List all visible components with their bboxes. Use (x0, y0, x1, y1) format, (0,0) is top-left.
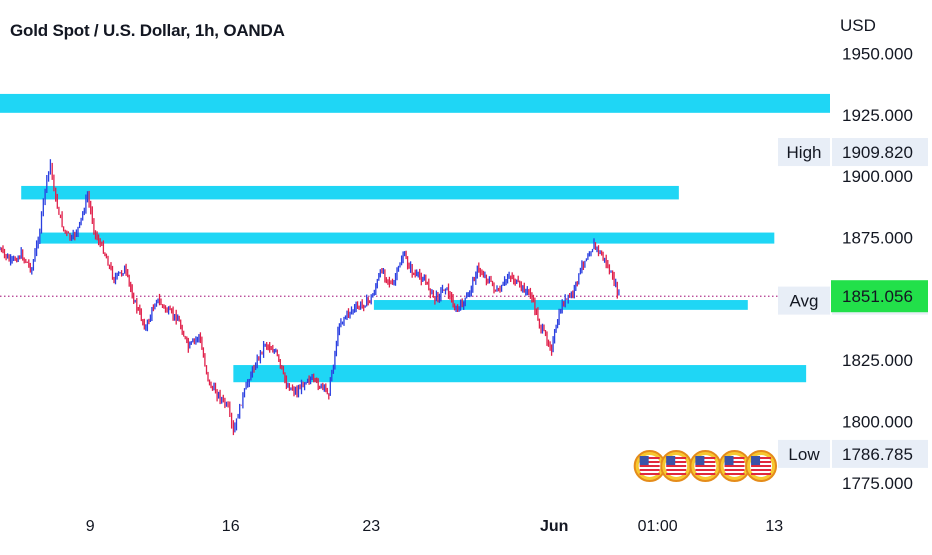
price-marker-label: Avg (790, 292, 819, 311)
price-marker-high[interactable]: High 1909.820 (778, 138, 928, 167)
x-tick-label: 23 (362, 518, 380, 535)
support-resistance-zone[interactable] (21, 185, 679, 200)
support-resistance-zone[interactable] (39, 232, 775, 244)
y-tick-label: 1825.000 (842, 351, 913, 370)
y-tick-label: 1775.000 (842, 474, 913, 493)
chart-title: Gold Spot / U.S. Dollar, 1h, OANDA (10, 21, 285, 40)
currency-label[interactable]: USD (840, 16, 876, 35)
x-tick-label: 01:00 (638, 518, 678, 535)
support-resistance-zone[interactable] (373, 300, 748, 310)
us-flag-icon[interactable] (633, 450, 666, 482)
price-marker-value: 1909.820 (842, 143, 913, 162)
price-marker-value: 1786.785 (842, 445, 913, 464)
y-tick-label: 1900.000 (842, 167, 913, 186)
us-flag-icon[interactable] (660, 450, 693, 482)
y-tick-label: 1875.000 (842, 228, 913, 247)
support-resistance-zone[interactable] (0, 93, 830, 113)
us-flag-icon[interactable] (689, 450, 722, 482)
x-tick-label: Jun (540, 518, 568, 535)
us-flag-icon[interactable] (745, 450, 778, 482)
price-marker-low[interactable]: Low 1786.785 (778, 439, 928, 468)
support-resistance-zone[interactable] (233, 365, 807, 383)
y-tick-label: 1925.000 (842, 106, 913, 125)
current-price-value: 1851.056 (842, 287, 913, 306)
y-tick-label: 1800.000 (842, 412, 913, 431)
y-tick-label: 1950.000 (842, 44, 913, 63)
price-marker-label: High (787, 143, 822, 162)
x-tick-label: 16 (222, 518, 240, 535)
x-tick-label: 13 (765, 518, 783, 535)
current-price-badge[interactable]: 1851.056 (831, 280, 928, 313)
x-tick-label: 9 (86, 518, 95, 535)
us-flag-icon[interactable] (718, 450, 751, 482)
price-marker-label: Low (788, 445, 820, 464)
